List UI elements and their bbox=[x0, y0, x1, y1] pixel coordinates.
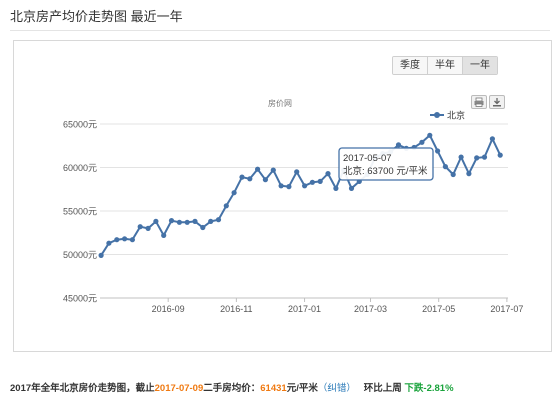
data-point[interactable] bbox=[168, 218, 175, 224]
printer-icon[interactable] bbox=[471, 95, 487, 109]
data-point[interactable] bbox=[122, 236, 128, 242]
data-point[interactable] bbox=[395, 142, 402, 148]
data-point[interactable] bbox=[145, 225, 151, 231]
data-point[interactable] bbox=[325, 171, 331, 177]
data-point[interactable] bbox=[474, 155, 480, 161]
y-tick-label: 65000元 bbox=[63, 120, 97, 130]
chart-panel: 季度 半年 一年 bbox=[13, 40, 552, 352]
data-point[interactable] bbox=[419, 139, 425, 145]
data-point[interactable] bbox=[176, 219, 182, 225]
data-point[interactable] bbox=[137, 224, 143, 230]
summary-footer: 2017年全年北京房价走势图，截止2017-07-09二手房均价：61431元/… bbox=[10, 380, 454, 394]
data-point[interactable] bbox=[153, 218, 159, 224]
data-point[interactable] bbox=[255, 166, 261, 172]
footer-date: 2017-07-09 bbox=[154, 383, 204, 394]
data-point[interactable] bbox=[114, 237, 120, 243]
data-point[interactable] bbox=[294, 169, 300, 175]
data-point[interactable] bbox=[161, 232, 167, 238]
data-point[interactable] bbox=[481, 154, 488, 160]
legend-label: 北京 bbox=[447, 110, 465, 121]
data-point[interactable] bbox=[458, 154, 464, 160]
tooltip: 2017-05-07 北京: 63700 元/平米 bbox=[338, 147, 434, 181]
data-point[interactable] bbox=[435, 148, 441, 154]
footer-unit: 元/平米 bbox=[286, 383, 318, 394]
footer-weekly-change: 下跌-2.81% bbox=[404, 383, 454, 394]
title-divider bbox=[10, 30, 550, 31]
x-tick-label: 2017-03 bbox=[354, 304, 387, 314]
download-icon[interactable] bbox=[489, 95, 505, 109]
data-point[interactable] bbox=[208, 218, 214, 224]
data-point[interactable] bbox=[309, 179, 315, 185]
data-point[interactable] bbox=[192, 218, 198, 224]
x-tick-label: 2017-05 bbox=[422, 304, 455, 314]
data-point[interactable] bbox=[497, 152, 503, 158]
data-point[interactable] bbox=[442, 164, 448, 170]
data-point[interactable] bbox=[231, 190, 237, 196]
data-point[interactable] bbox=[302, 183, 308, 189]
series-points bbox=[98, 132, 503, 258]
legend: 北京 bbox=[430, 110, 465, 121]
x-axis: 2016-09 2016-11 2017-01 2017-03 2017-05 2017-… bbox=[100, 297, 523, 314]
series-line-beijing bbox=[100, 133, 502, 256]
page-title: 北京房产均价走势图 最近一年 bbox=[10, 9, 183, 24]
price-trend-chart: 房价网 2016-09 2016-11 2017-01 2017-03 2017-05 2… bbox=[63, 98, 523, 314]
data-point[interactable] bbox=[333, 185, 339, 191]
data-point[interactable] bbox=[106, 240, 112, 246]
x-tick-label: 2016-11 bbox=[220, 304, 252, 314]
tooltip-value: 北京: 63700 元/平米 bbox=[343, 165, 428, 177]
tab-one-year[interactable]: 一年 bbox=[462, 57, 497, 74]
chart-title: 房价网 bbox=[268, 98, 292, 108]
footer-middle: 二手房均价： bbox=[203, 383, 261, 394]
data-point[interactable] bbox=[270, 167, 276, 173]
tooltip-date: 2017-05-07 bbox=[343, 153, 392, 164]
data-point[interactable] bbox=[129, 237, 135, 243]
legend-marker bbox=[434, 112, 440, 118]
footer-prefix: 2017年全年北京房价走势图，截止 bbox=[10, 383, 155, 394]
data-point[interactable] bbox=[215, 217, 222, 223]
data-point[interactable] bbox=[247, 176, 253, 182]
y-tick-label: 45000元 bbox=[63, 294, 97, 304]
data-point[interactable] bbox=[450, 171, 456, 178]
y-tick-label: 60000元 bbox=[63, 163, 97, 173]
tab-quarter[interactable]: 季度 bbox=[393, 57, 427, 74]
footer-price: 61431 bbox=[260, 383, 287, 394]
data-point[interactable] bbox=[184, 219, 190, 225]
y-tick-label: 55000元 bbox=[63, 207, 97, 217]
data-point[interactable] bbox=[466, 171, 472, 177]
data-point[interactable] bbox=[489, 136, 495, 142]
y-tick-label: 50000元 bbox=[63, 250, 97, 260]
data-point[interactable] bbox=[427, 132, 433, 138]
data-point[interactable] bbox=[200, 224, 206, 231]
footer-weekly-label: 环比上周 bbox=[363, 383, 402, 394]
data-point[interactable] bbox=[98, 252, 104, 258]
data-point[interactable] bbox=[278, 183, 284, 189]
data-point[interactable] bbox=[317, 178, 323, 184]
data-point[interactable] bbox=[348, 185, 355, 191]
data-point[interactable] bbox=[239, 174, 245, 180]
x-tick-label: 2017-01 bbox=[288, 304, 321, 314]
x-tick-label: 2017-07 bbox=[490, 304, 523, 314]
tooltip-box bbox=[338, 147, 434, 181]
range-tabs: 季度 半年 一年 bbox=[392, 56, 498, 75]
correction-link[interactable]: （纠错） bbox=[317, 383, 356, 394]
data-point[interactable] bbox=[223, 203, 229, 209]
data-point[interactable] bbox=[262, 177, 268, 183]
y-axis: 45000元 50000元 55000元 60000元 65000元 bbox=[63, 120, 97, 304]
data-point[interactable] bbox=[286, 184, 292, 190]
tab-half-year[interactable]: 半年 bbox=[427, 57, 462, 74]
grid bbox=[100, 123, 508, 299]
x-tick-label: 2016-09 bbox=[152, 304, 185, 314]
